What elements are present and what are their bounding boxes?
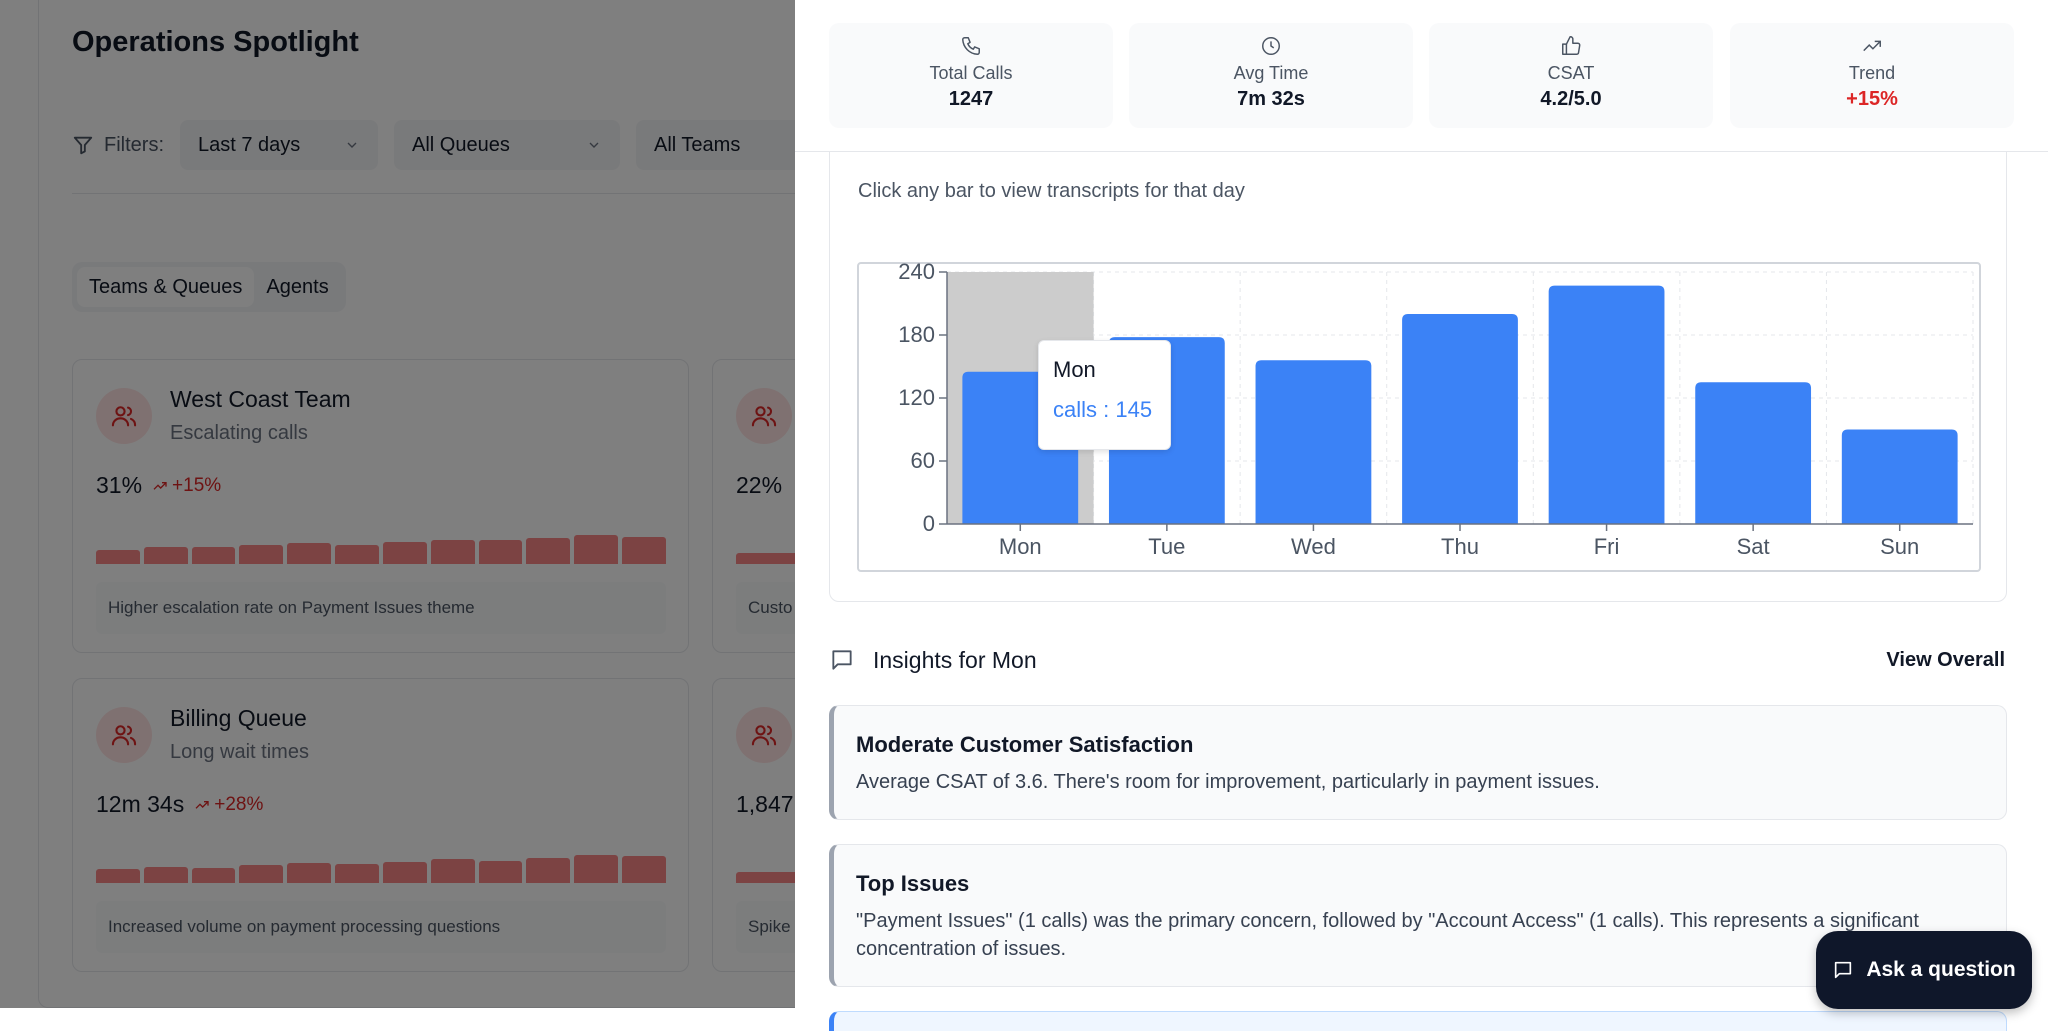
bar-sat[interactable] xyxy=(1695,382,1812,524)
x-tick-label: Fri xyxy=(1594,534,1620,559)
view-overall-link[interactable]: View Overall xyxy=(1886,648,2005,671)
y-tick-label: 180 xyxy=(898,322,935,347)
x-tick-label: Sun xyxy=(1880,534,1919,559)
clock-icon xyxy=(1262,37,1280,55)
daily-calls-chart: 0 60 120 180 240 Mon Tue Wed Thu Fri Sat Sun xyxy=(898,262,1974,559)
stat-label: CSAT xyxy=(1547,63,1595,83)
chart-hint: Click any bar to view transcripts for th… xyxy=(858,180,1245,202)
bar-fri[interactable] xyxy=(1548,285,1665,524)
phone-icon xyxy=(962,37,980,55)
tooltip-title: Mon xyxy=(1053,357,1096,382)
insight-title: Top Issues xyxy=(856,871,970,896)
stats-bar: Total Calls 1247 Avg Time 7m 32s CSAT 4.… xyxy=(795,0,2048,152)
stat-label: Total Calls xyxy=(929,63,1013,83)
stat-label: Trend xyxy=(1848,63,1896,83)
bar-thu[interactable] xyxy=(1402,314,1518,524)
insight-card: Top Issues "Payment Issues" (1 calls) wa… xyxy=(829,844,2007,987)
x-tick-label: Mon xyxy=(999,534,1042,559)
tooltip-value: calls : 145 xyxy=(1053,397,1153,422)
chart-tooltip: Mon calls : 145 xyxy=(1038,340,1171,450)
insight-card xyxy=(829,1011,2007,1031)
insight-card: Moderate Customer Satisfaction Average C… xyxy=(829,705,2007,820)
stat-total-calls: Total Calls 1247 xyxy=(829,23,1113,128)
x-tick-label: Tue xyxy=(1148,534,1185,559)
stat-value: 1247 xyxy=(948,88,994,110)
bar-sun[interactable] xyxy=(1841,429,1958,525)
stat-value: 4.2/5.0 xyxy=(1540,88,1602,110)
insights-title-text: Insights for Mon xyxy=(873,646,1037,673)
stat-value: +15% xyxy=(1846,88,1898,110)
thumbs-up-icon xyxy=(1562,36,1581,55)
insight-body: Average CSAT of 3.6. There's room for im… xyxy=(856,771,1600,793)
stat-csat: CSAT 4.2/5.0 xyxy=(1429,23,1713,128)
stat-value: 7m 32s xyxy=(1237,88,1305,110)
message-square-icon xyxy=(832,650,852,670)
stat-avg-time: Avg Time 7m 32s xyxy=(1129,23,1413,128)
chat-icon xyxy=(1835,961,1852,979)
stat-trend: Trend +15% xyxy=(1730,23,2014,128)
ask-question-label: Ask a question xyxy=(1866,958,2016,981)
insight-title: Moderate Customer Satisfaction xyxy=(856,732,1194,757)
x-tick-label: Sat xyxy=(1737,534,1770,559)
ask-question-button[interactable]: Ask a question xyxy=(1816,931,2032,1009)
x-tick-label: Wed xyxy=(1291,534,1336,559)
y-tick-label: 0 xyxy=(923,511,935,536)
insight-body: "Payment Issues" (1 calls) was the prima… xyxy=(856,910,1919,960)
insights-title: Insights for Mon xyxy=(829,647,1037,674)
bar-wed[interactable] xyxy=(1255,360,1372,524)
trend-up-icon xyxy=(1863,40,1881,52)
x-tick-label: Thu xyxy=(1441,534,1479,559)
stat-label: Avg Time xyxy=(1233,63,1309,83)
insights-header: Insights for Mon View Overall xyxy=(829,643,2005,677)
y-tick-label: 120 xyxy=(898,385,935,410)
y-tick-label: 240 xyxy=(898,262,935,284)
y-tick-label: 60 xyxy=(911,448,935,473)
day-detail-drawer: Total Calls 1247 Avg Time 7m 32s CSAT 4.… xyxy=(795,0,2048,1031)
